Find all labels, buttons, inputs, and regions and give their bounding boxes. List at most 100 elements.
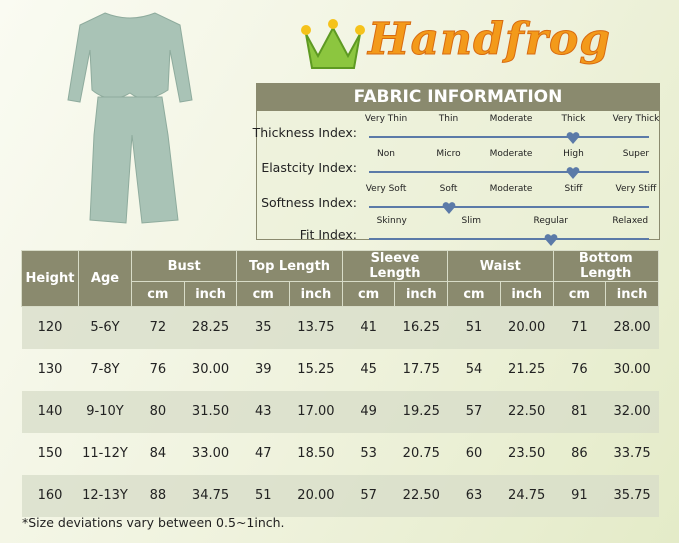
table-row: 160 12-13Y 88 34.75 51 20.00 57 22.50 63 24.75 91 3…: [21, 474, 659, 517]
index-option: High: [563, 149, 584, 159]
table-cell: 24.75: [500, 474, 553, 517]
table-cell: 63: [447, 474, 501, 517]
table-cell: 60: [465, 446, 483, 461]
table-cell: 43: [236, 390, 290, 433]
fabric-index-row: Elastcity Index: Non Micro Moderate High Supe…: [257, 147, 659, 179]
table-cell: 76: [571, 362, 588, 377]
fabric-index-row: Fit Index: Skinny Slim Regular Relaxed: [257, 214, 659, 246]
table-cell: 30.00: [191, 362, 230, 377]
col-bust: Bust: [130, 250, 238, 282]
size-note: *Size deviations vary between 0.5~1inch.: [22, 515, 285, 530]
index-option: Moderate: [489, 149, 533, 159]
table-cell: 7-8Y: [90, 362, 120, 377]
table-cell: 76: [149, 362, 167, 377]
frog-crown-icon: [301, 19, 365, 69]
table-row: 120 5-6Y 72 28.25 35 13.75 41 16.25 51 20.00 71 28.…: [21, 306, 659, 349]
index-option: Very Stiff: [615, 184, 657, 194]
table-cell: 22.50: [394, 474, 448, 517]
table-row: 150 11-12Y 84 33.00 47 18.50 53 20.75 60 23.50 86 3…: [22, 433, 659, 475]
table-cell: 16.25: [394, 306, 448, 349]
unit-header: inch: [394, 281, 449, 307]
unit-header: inch: [605, 281, 659, 307]
unit-header: cm: [552, 281, 607, 307]
table-cell: 30.00: [613, 362, 651, 377]
table-cell: 86: [571, 446, 588, 461]
table-cell: 5-6Y: [78, 306, 132, 349]
unit-header: cm: [236, 281, 291, 307]
table-cell: 88: [131, 474, 185, 517]
table-cell: 35.75: [605, 474, 659, 517]
fabric-info-panel: FABRIC INFORMATION Thickness Index: Very …: [253, 83, 660, 246]
index-label: Elastcity Index:: [261, 160, 357, 175]
index-option: Super: [622, 149, 650, 159]
table-cell: 15.25: [297, 362, 335, 377]
table-cell: 31.50: [184, 390, 237, 433]
table-cell: 13.75: [289, 306, 343, 349]
table-cell: 39: [254, 362, 272, 377]
table-cell: 130: [37, 362, 63, 377]
table-cell: 140: [21, 390, 79, 433]
table-cell: 80: [131, 390, 185, 433]
index-label: Fit Index:: [299, 227, 357, 242]
index-option: Relaxed: [612, 216, 649, 226]
fabric-index-row: Thickness Index: Very Thin Thin Moderate Thi…: [253, 112, 660, 144]
table-cell: 20.00: [500, 306, 553, 349]
table-cell: 53: [360, 446, 377, 461]
col-sleeve-length: Sleeve Length: [341, 250, 449, 282]
index-option: Thick: [561, 114, 586, 124]
table-cell: 81: [553, 390, 606, 433]
table-row: 140 9-10Y 80 31.50 43 17.00 49 19.25 57 22.50 81 32…: [21, 390, 659, 433]
table-cell: 51: [447, 306, 501, 349]
table-cell: 57: [447, 390, 501, 433]
table-cell: 71: [553, 306, 606, 349]
fabric-title: FABRIC INFORMATION: [257, 84, 659, 111]
index-slider-track: [369, 206, 649, 208]
product-image: [67, 12, 193, 224]
index-slider-track: [369, 136, 649, 138]
col-age: Age: [78, 250, 132, 307]
index-option: Very Thick: [612, 114, 660, 124]
table-cell: 28.00: [605, 306, 659, 349]
index-option: Soft: [439, 184, 458, 194]
index-option: Non: [377, 149, 396, 159]
table-cell: 18.50: [297, 446, 335, 461]
index-option: Moderate: [489, 184, 533, 194]
table-cell: 91: [553, 474, 606, 517]
table-cell: 23.50: [508, 446, 546, 461]
table-cell: 20.75: [402, 446, 440, 461]
table-cell: 20.00: [289, 474, 343, 517]
index-slider-track: [369, 171, 649, 173]
table-cell: 28.25: [184, 306, 237, 349]
fabric-index-row: Softness Index: Very Soft Soft Moderate Stif…: [257, 182, 659, 214]
index-label: Softness Index:: [261, 195, 357, 210]
unit-header: cm: [447, 281, 501, 307]
index-option: Very Thin: [364, 114, 408, 124]
table-cell: 12-13Y: [78, 474, 132, 517]
table-cell: 35: [236, 306, 290, 349]
size-chart: Height Age Bust Top Length Sleeve Length…: [21, 250, 659, 517]
table-cell: 51: [236, 474, 290, 517]
heart-marker-icon: [442, 202, 455, 214]
table-cell: 57: [342, 474, 395, 517]
index-option: Stiff: [564, 184, 583, 194]
index-label: Thickness Index:: [252, 125, 357, 140]
unit-header: cm: [131, 281, 185, 307]
table-cell: 22.50: [500, 390, 553, 433]
heart-marker-icon: [567, 132, 580, 144]
table-row: 130 7-8Y 76 30.00 39 15.25 45 17.75 54 21.25 76 30.…: [22, 349, 659, 391]
col-height: Height: [21, 250, 79, 307]
table-cell: 120: [21, 306, 79, 349]
index-option: Regular: [533, 216, 569, 226]
table-cell: 17.00: [289, 390, 343, 433]
brand-logo: Handfrog: [300, 8, 620, 78]
index-option: Moderate: [489, 114, 533, 124]
table-cell: 17.75: [402, 362, 440, 377]
table-cell: 19.25: [394, 390, 448, 433]
col-top-length: Top Length: [236, 250, 343, 282]
heart-marker-icon: [544, 234, 558, 246]
table-cell: 11-12Y: [82, 446, 128, 461]
table-cell: 72: [131, 306, 185, 349]
index-slider-track: [369, 238, 649, 240]
unit-header: inch: [289, 281, 343, 307]
heart-marker-icon: [567, 167, 580, 179]
